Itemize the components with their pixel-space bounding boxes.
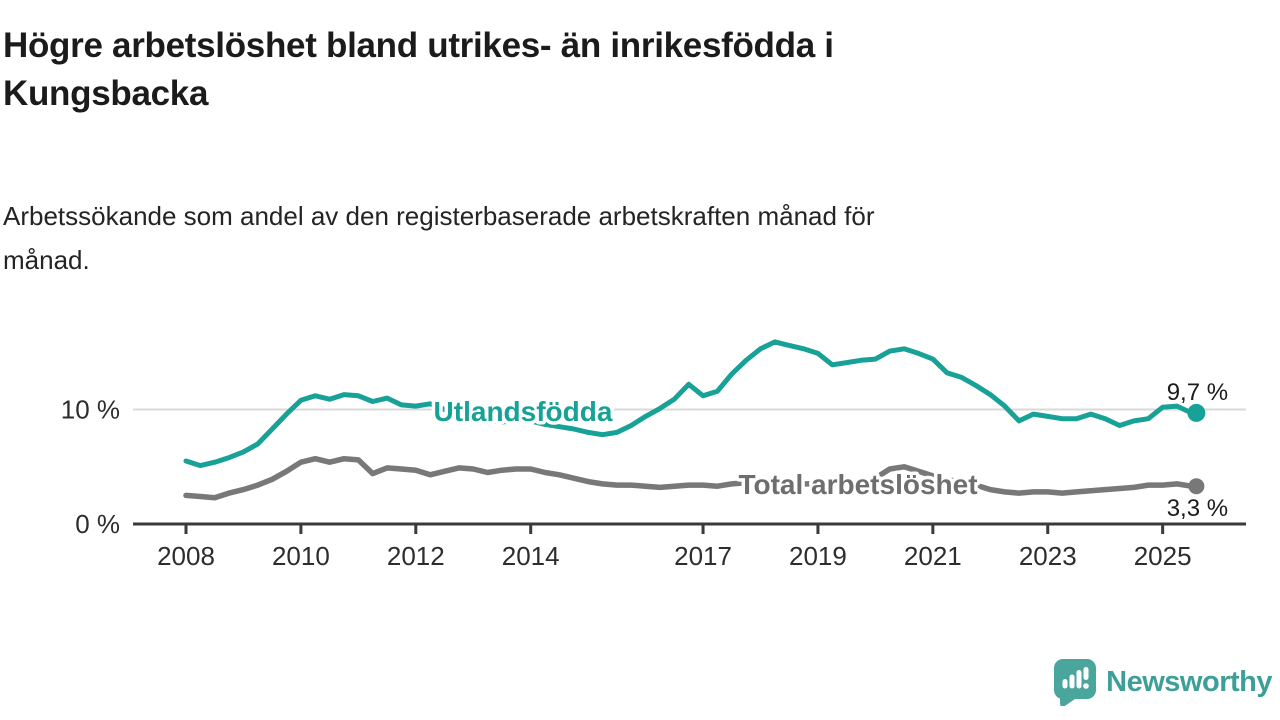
series-end-dot-total	[1188, 478, 1205, 495]
x-tick-label-2023: 2023	[1019, 541, 1077, 571]
x-tick-label-2014: 2014	[502, 541, 560, 571]
series-label-total: Total arbetslöshet	[738, 469, 977, 500]
series-line-utlandsfodda	[183, 339, 1194, 469]
newsworthy-logo-icon	[1054, 659, 1097, 706]
x-tick-label-2021: 2021	[904, 541, 962, 571]
x-tick-label-2010: 2010	[272, 541, 330, 571]
title-line-2: Kungsbacka	[3, 74, 209, 114]
series-end-dot-utlandsfodda	[1187, 403, 1206, 422]
unemployment-line-chart: 2008 2010 2012 2014 2017 2019 2021 2023 2025 0 % 1…	[61, 339, 1246, 571]
subtitle-line-2: månad.	[3, 245, 90, 276]
end-value-label-utlandsfodda: 9,7 %	[1167, 379, 1228, 406]
chart-subtitle: Arbetssökande som andel av den registerb…	[3, 194, 1183, 282]
title-line-1: Högre arbetslöshet bland utrikes- än inr…	[3, 26, 834, 65]
page-title: Högre arbetslöshet bland utrikes- än inr…	[3, 22, 1183, 119]
y-tick-label-0: 0 %	[75, 509, 120, 539]
x-tick-label-2012: 2012	[387, 541, 445, 571]
y-tick-label-10: 10 %	[61, 395, 120, 425]
x-tick-label-2019: 2019	[789, 541, 847, 571]
x-tick-label-2008: 2008	[157, 541, 215, 571]
subtitle-line-1: Arbetssökande som andel av den registerb…	[3, 201, 875, 231]
x-tick-label-2025: 2025	[1134, 541, 1192, 571]
series-line-total	[183, 455, 1195, 501]
series-label-utlandsfodda: Utlandsfödda	[434, 396, 613, 427]
x-tick-label-2017: 2017	[674, 541, 732, 571]
newsworthy-wordmark: Newsworthy	[1106, 666, 1272, 698]
end-value-label-total: 3,3 %	[1167, 495, 1228, 522]
brand-footer: Newsworthy	[1054, 659, 1272, 706]
